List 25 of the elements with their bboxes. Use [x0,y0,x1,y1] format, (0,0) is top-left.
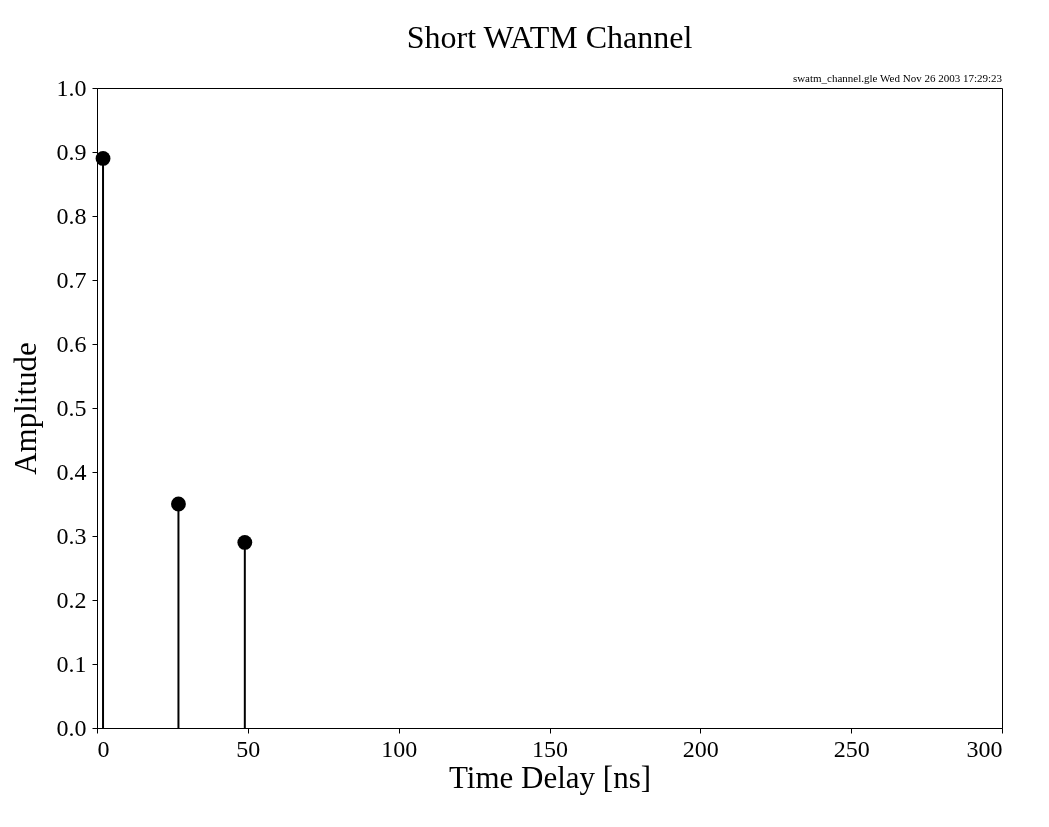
point [171,496,186,512]
x-axis-title: Time Delay [ns] [448,759,652,795]
y-tick-label: 1.0 [56,74,87,101]
chart-title: Short WATM Channel [406,19,693,55]
y-tick-label: 0.3 [56,522,87,549]
x-tick-label: 100 [381,735,418,762]
y-tick-label: 0.6 [56,330,87,357]
x-tick-label: 300 [966,735,1003,762]
point [237,535,253,550]
point [95,151,111,166]
y-axis-title: Amplitude [7,342,43,475]
y-tick-label: 0.7 [56,266,87,293]
y-tick-label: 0.4 [56,458,87,485]
x-tick-label: 250 [833,735,870,762]
x-tick-label: 150 [532,735,568,762]
y-tick-label: 0.8 [56,202,87,229]
y-tick-label: 0.9 [56,138,87,165]
x-tick-label: 50 [236,735,261,762]
x-tick-label: 200 [682,735,719,762]
y-tick-label: 0.1 [56,650,87,677]
y-tick-label: 0.2 [56,586,87,613]
x-tick-label: 0 [97,735,110,762]
y-tick-label: 0.0 [56,714,87,741]
y-tick-label: 0.5 [56,394,87,421]
text: swatm_channel.gle Wed Nov 26 2003 17:29:23 [792,72,1003,84]
